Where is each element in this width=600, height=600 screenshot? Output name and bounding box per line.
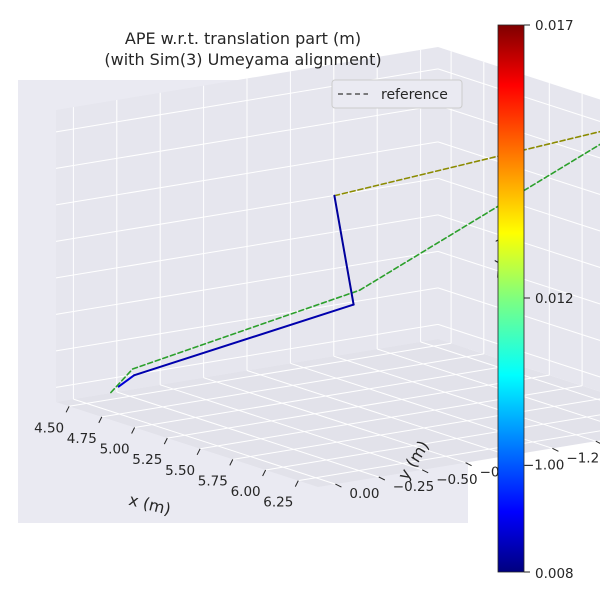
- series-1-segment-2: [333, 194, 355, 306]
- backwall-grid-z-7: [437, 68, 600, 122]
- colorbar-tick-label-mid: 0.012: [535, 291, 574, 307]
- series-0-segment-1: [131, 289, 361, 370]
- leftwall-grid-z-7: [55, 68, 439, 133]
- leftwall-grid-z-0: [55, 323, 439, 388]
- colorbar-tick-label-min: 0.008: [535, 566, 574, 582]
- x-tick-label-3: 5.25: [132, 452, 162, 468]
- floor-grid-y-2: [160, 384, 423, 471]
- x-tick-label-1: 4.75: [67, 431, 97, 447]
- x-tick-label-5: 5.75: [198, 473, 228, 489]
- y-tick-label-1: −0.25: [393, 479, 434, 495]
- floor-grid-y-6: [333, 355, 596, 442]
- x-tick-label-2: 5.00: [100, 442, 130, 458]
- leftwall-grid-z-3: [55, 214, 439, 279]
- colorbar-tick-label-max: 0.017: [535, 18, 574, 34]
- series-0-segment-3: [333, 130, 600, 197]
- colorbar: 0.017 0.012 0.008: [497, 18, 574, 582]
- backwall-grid-z-0: [437, 323, 600, 378]
- floor-grid-y-3: [203, 377, 466, 464]
- series-1-segment-0: [117, 374, 135, 388]
- y-tick-mark-2: [421, 469, 429, 474]
- floor-grid-y-4: [246, 370, 510, 456]
- x-tick-mark-7: [294, 480, 299, 487]
- x-tick-mark-5: [229, 459, 234, 466]
- floor-grid-y-0: [73, 398, 336, 485]
- backwall-grid-z-5: [437, 141, 600, 195]
- leftwall-grid-z-2: [55, 250, 439, 315]
- x-tick-mark-1: [98, 416, 103, 424]
- y-tick-mark-0: [335, 483, 342, 488]
- series-1-segment-1: [133, 303, 355, 377]
- backwall-grid-z-3: [437, 214, 600, 268]
- axes-ticks: 4.504.755.005.255.505.756.006.25 0.00 −0.2…: [34, 406, 600, 511]
- leftwall-grid-z-1: [55, 287, 439, 352]
- y-tick-mark-1: [378, 476, 386, 481]
- legend-box: [331, 79, 463, 109]
- floor-grid-y-8: [420, 341, 600, 401]
- legend: reference: [331, 79, 463, 109]
- legend-reference-label: reference: [381, 87, 448, 103]
- x-tick-label-6: 6.00: [231, 484, 261, 500]
- backwall-grid-z-1: [437, 287, 600, 341]
- y-tick-mark-6: [595, 440, 600, 444]
- chart-title-line1: APE w.r.t. translation part (m): [125, 29, 361, 48]
- series-0-segment-0: [110, 368, 134, 394]
- leftwall-grid-z-4: [55, 177, 439, 242]
- series-0-segment-2: [358, 143, 600, 292]
- y-tick-label-5: −1.25: [566, 450, 600, 466]
- y-tick-mark-3: [465, 462, 472, 467]
- y-tick-label-4: −1.00: [523, 458, 564, 474]
- colorbar-gradient: [498, 25, 524, 572]
- x-tick-label-4: 5.50: [165, 463, 195, 479]
- x-tick-label-0: 4.50: [34, 420, 64, 436]
- axes-grid: [55, 49, 600, 485]
- leftwall-grid-z-6: [55, 104, 439, 169]
- floor-pane: [56, 339, 600, 487]
- chart-title-line2: (with Sim(3) Umeyama alignment): [104, 50, 381, 69]
- y-tick-label-0: 0.00: [349, 486, 379, 502]
- floor-grid-y-1: [116, 391, 379, 478]
- backwall-grid-z-2: [437, 250, 600, 305]
- y-tick-label-2: −0.50: [436, 472, 477, 488]
- x-tick-mark-2: [131, 427, 136, 434]
- backwall-grid-z-6: [437, 104, 600, 159]
- x-tick-label-7: 6.25: [263, 495, 293, 511]
- x-tick-mark-0: [65, 406, 70, 413]
- series-layer: [110, 130, 600, 394]
- x-tick-mark-6: [262, 469, 267, 477]
- x-tick-mark-4: [196, 448, 201, 456]
- x-tick-mark-3: [163, 437, 168, 445]
- leftwall-grid-z-5: [55, 141, 439, 206]
- y-tick-mark-5: [552, 447, 559, 452]
- backwall-grid-z-4: [437, 177, 600, 232]
